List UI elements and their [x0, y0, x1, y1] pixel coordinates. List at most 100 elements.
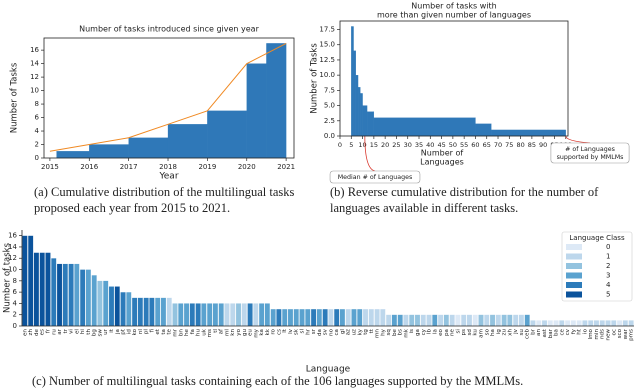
legend-title: Language Class	[569, 234, 625, 242]
bar	[143, 297, 149, 327]
x-tick-label: min	[594, 329, 600, 340]
bar	[224, 303, 230, 327]
bar	[622, 320, 628, 327]
bar	[212, 303, 219, 327]
x-tick-label: ha	[490, 329, 496, 336]
x-tick-label: zu	[502, 329, 508, 336]
bar	[33, 252, 40, 327]
x-tick-label: sv	[323, 328, 329, 335]
legend-label: 5	[606, 291, 610, 299]
bar	[472, 314, 478, 327]
bar	[530, 320, 536, 327]
x-axis-label: Languages	[420, 158, 464, 167]
bar	[207, 303, 213, 327]
bar	[253, 303, 259, 327]
bar	[22, 235, 28, 327]
x-tick-label: fa	[190, 329, 196, 334]
annotation: supported by MMLMs	[557, 154, 624, 161]
x-tick-label: lb	[427, 329, 433, 335]
x-tick-label: 20	[381, 141, 389, 149]
bar	[588, 320, 594, 327]
bar	[201, 303, 207, 327]
x-tick-label: af	[219, 328, 225, 334]
bar	[85, 269, 92, 327]
x-tick-label: my	[253, 328, 259, 337]
x-tick-label: lv	[288, 328, 294, 334]
x-tick-label: hi	[80, 329, 86, 335]
bar	[397, 314, 403, 327]
histogram-bar	[366, 111, 375, 137]
bar	[426, 314, 432, 327]
x-tick-label: pl	[144, 329, 150, 335]
x-tick-label: 75	[505, 141, 513, 149]
x-tick-label: mr	[173, 328, 179, 336]
bar	[68, 263, 74, 327]
x-tick-label: bn	[178, 329, 184, 337]
x-tick-label: sco	[617, 328, 623, 338]
annotation-box	[550, 142, 630, 164]
histogram-bar	[351, 26, 354, 137]
chart-title: Number of tasks with	[411, 2, 496, 11]
x-tick-label: uz	[351, 329, 357, 336]
x-tick-label: id	[126, 329, 132, 335]
bar	[258, 303, 265, 327]
bar	[380, 308, 386, 327]
bar	[513, 314, 519, 327]
bar	[605, 320, 611, 327]
x-tick-label: kk	[265, 328, 271, 335]
bar	[264, 303, 271, 327]
annotation: # of Languages	[565, 146, 615, 153]
bar	[564, 320, 571, 327]
x-tick-label: la	[432, 329, 438, 334]
y-tick-label: 2	[35, 141, 39, 149]
bar	[461, 314, 467, 327]
bar	[247, 303, 253, 327]
x-tick-label: ps	[461, 329, 467, 336]
x-tick-label: th	[86, 329, 92, 335]
x-tick-label: ar	[57, 328, 63, 334]
x-tick-label: br	[530, 328, 536, 335]
x-tick-label: es	[40, 329, 46, 335]
x-tick-label: tt	[369, 328, 375, 333]
legend-swatch	[566, 272, 582, 279]
legend-label: 1	[606, 253, 610, 261]
x-tick-label: sq	[386, 329, 392, 336]
x-tick-label: ta	[161, 329, 167, 335]
x-tick-label: et	[155, 328, 161, 334]
histogram-bar	[89, 144, 129, 159]
y-tick-label: 6	[35, 114, 40, 122]
bar	[322, 308, 328, 327]
legend-label: 4	[606, 281, 611, 289]
x-tick-label: cs	[276, 329, 282, 335]
bar	[74, 263, 80, 327]
x-tick-label: 60	[471, 141, 479, 149]
x-tick-label: hr	[305, 328, 311, 335]
x-tick-label: sk	[294, 328, 300, 335]
x-tick-label: no	[328, 328, 334, 336]
x-tick-label: 30	[404, 141, 412, 149]
y-tick-label: 14	[30, 60, 39, 68]
y-tick-label: 8	[13, 277, 17, 285]
x-tick-label: oc	[611, 329, 617, 336]
bar	[489, 314, 496, 327]
x-tick-label: 50	[449, 141, 457, 149]
bar	[287, 308, 294, 327]
x-tick-label: ig	[496, 329, 502, 335]
x-tick-label: 45	[437, 141, 445, 149]
bar	[114, 286, 120, 327]
histogram-bar	[362, 105, 368, 137]
x-tick-label: io	[582, 328, 588, 334]
x-tick-label: gu	[242, 329, 248, 337]
x-tick-label: su	[519, 329, 525, 336]
x-tick-label: tl	[213, 329, 219, 333]
x-tick-label: pa	[444, 329, 450, 336]
x-tick-label: ceb	[525, 329, 531, 340]
x-tick-label: 2019	[198, 163, 216, 171]
bar	[131, 297, 138, 327]
legend-label: 0	[606, 243, 610, 251]
bar	[103, 280, 109, 327]
x-tick-label: en	[22, 329, 28, 336]
y-tick-label: 16	[30, 46, 39, 54]
bar	[91, 275, 97, 327]
bar	[97, 280, 103, 327]
